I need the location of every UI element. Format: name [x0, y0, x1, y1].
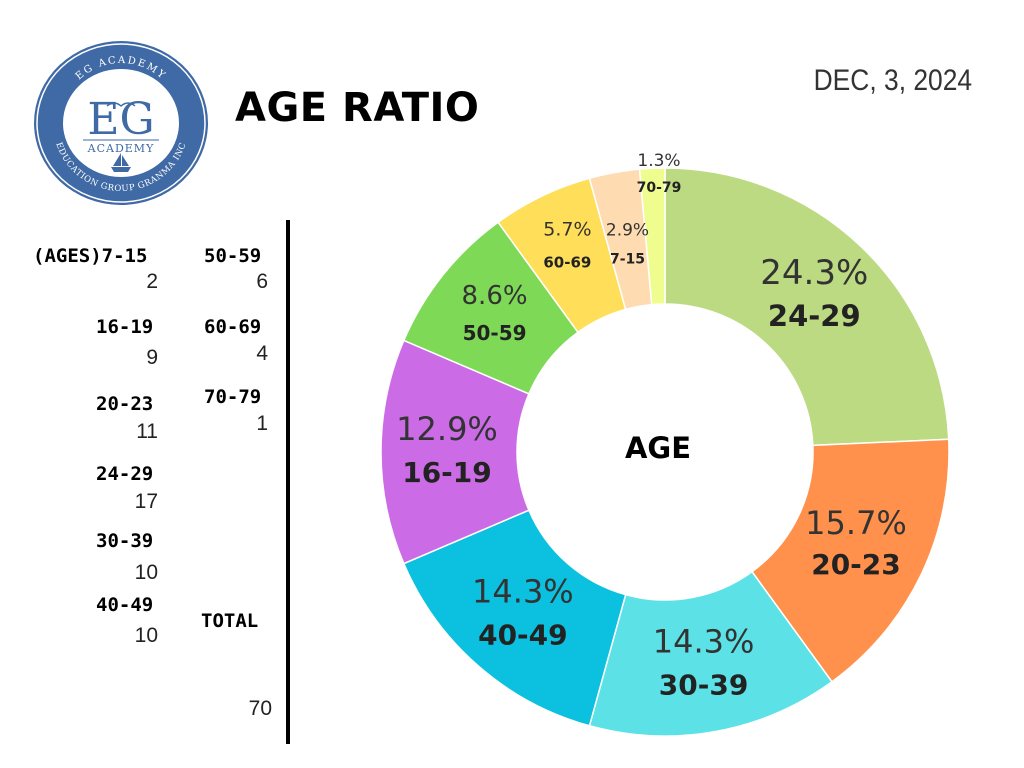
legend-total-label: TOTAL [201, 610, 259, 632]
slice-category-label: 50-59 [463, 321, 527, 345]
slice-category-label: 16-19 [402, 456, 492, 489]
legend-label: (AGES)7-15 [33, 245, 148, 267]
legend-value: 10 [134, 561, 158, 584]
legend-value: 17 [134, 490, 158, 513]
legend-value: 6 [256, 270, 268, 293]
slice-category-label: 70-79 [637, 180, 682, 196]
academy-seal: EG ACADEMY EDUCATION GROUP GRANMA INC EG… [34, 41, 208, 205]
logo-flourish-icon [106, 102, 136, 107]
slice-percent-label: 1.3% [637, 151, 680, 171]
legend-label: 60-69 [204, 316, 262, 338]
slice-category-label: 60-69 [543, 253, 591, 271]
slice-percent-label: 12.9% [396, 410, 498, 448]
legend-value: 4 [256, 342, 268, 365]
slice-category-label: 30-39 [659, 669, 749, 702]
slice-percent-label: 14.3% [472, 573, 574, 611]
report-date: DEC, 3, 2024 [813, 64, 972, 97]
legend-total-value: 70 [248, 697, 272, 720]
page-title: AGE RATIO [235, 85, 480, 131]
legend-divider [286, 220, 290, 744]
legend-value: 9 [146, 346, 158, 369]
legend-label: 70-79 [204, 386, 262, 408]
slice-percent-label: 24.3% [760, 253, 868, 293]
legend-label: 24-29 [96, 463, 154, 485]
legend-value: 1 [256, 412, 268, 435]
donut-svg: 24.3% 24-29 15.7% 20-23 14.3% 30-39 14.3% 40-49… [380, 151, 950, 737]
slice-category-label: 40-49 [478, 619, 568, 652]
slice-percent-label: 5.7% [543, 218, 591, 240]
donut-slice-24-29 [664, 167, 950, 447]
ship-icon [111, 153, 131, 172]
legend-label: 30-39 [96, 530, 154, 552]
logo-monogram: EG [87, 94, 154, 145]
slice-category-label: 7-15 [610, 251, 645, 267]
academy-logo: EG ACADEMY EDUCATION GROUP GRANMA INC EG… [33, 40, 209, 206]
donut-slice-30-39 [588, 570, 833, 737]
donut-labels: 24.3% 24-29 15.7% 20-23 14.3% 30-39 14.3% 40-49… [396, 151, 907, 702]
age-donut-chart: 24.3% 24-29 15.7% 20-23 14.3% 30-39 14.3% 40-49… [360, 150, 960, 750]
legend-label: 16-19 [96, 316, 154, 338]
legend-value: 2 [146, 270, 158, 293]
donut-slices [380, 167, 950, 737]
slice-percent-label: 8.6% [462, 281, 528, 311]
slice-percent-label: 14.3% [653, 623, 755, 661]
donut-slice-20-23 [750, 438, 950, 683]
legend-value: 10 [134, 624, 158, 647]
slice-category-label: 24-29 [768, 299, 861, 333]
donut-slice-70-79 [638, 167, 666, 306]
legend-label: 40-49 [96, 594, 154, 616]
slice-percent-label: 2.9% [606, 220, 649, 240]
legend-label: 50-59 [204, 245, 262, 267]
legend-label: 20-23 [96, 393, 154, 415]
slice-category-label: 20-23 [811, 548, 901, 581]
logo-word: ACADEMY [87, 142, 155, 155]
slice-percent-label: 15.7% [805, 504, 907, 542]
donut-center-label: AGE [625, 431, 691, 465]
donut-slice-40-49 [402, 509, 627, 727]
donut-slice-16-19 [380, 339, 530, 565]
legend-value: 11 [136, 420, 158, 443]
